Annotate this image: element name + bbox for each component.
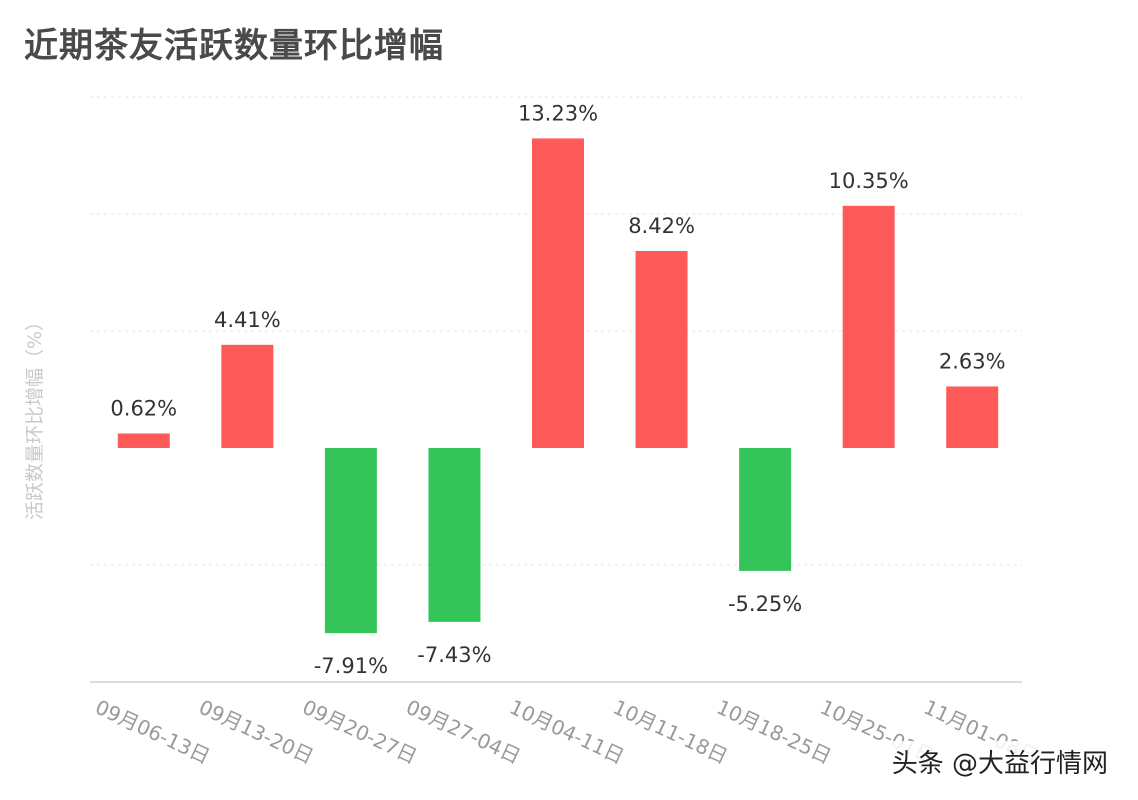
data-label: 8.42% (628, 214, 695, 238)
x-tick-label: 09月20-27日 (299, 695, 421, 769)
bar (842, 205, 895, 448)
data-label: 4.41% (214, 308, 281, 332)
data-label: -7.91% (314, 654, 388, 678)
data-label: 2.63% (939, 349, 1006, 373)
bar (946, 386, 999, 448)
watermark: 头条 @大益行情网 (885, 741, 1114, 782)
data-label: 13.23% (518, 101, 598, 125)
data-label: -5.25% (728, 592, 802, 616)
x-tick-label: 09月06-13日 (92, 695, 214, 769)
x-tick-label: 10月18-25日 (713, 695, 835, 769)
data-label: 10.35% (829, 169, 909, 193)
data-label: 0.62% (110, 396, 177, 420)
data-label: -7.43% (417, 643, 491, 667)
chart-title: 近期茶友活跃数量环比增幅 (24, 26, 444, 66)
bar (739, 448, 792, 571)
bar (117, 433, 170, 448)
bar (324, 448, 377, 634)
bars (117, 138, 999, 634)
bar (635, 250, 688, 448)
bar (532, 138, 584, 448)
x-tick-label: 09月13-20日 (195, 695, 317, 769)
grid-lines (90, 96, 1022, 566)
x-tick-label: 09月27-04日 (402, 695, 524, 769)
bar (221, 344, 274, 448)
x-tick-label: 10月04-11日 (506, 695, 628, 769)
bar (428, 448, 481, 622)
x-tick-label: 10月11-18日 (609, 695, 731, 769)
data-labels: 0.62% 4.41% -7.91% -7.43% 13.23% 8.42% -5.25% 1… (110, 101, 1005, 678)
